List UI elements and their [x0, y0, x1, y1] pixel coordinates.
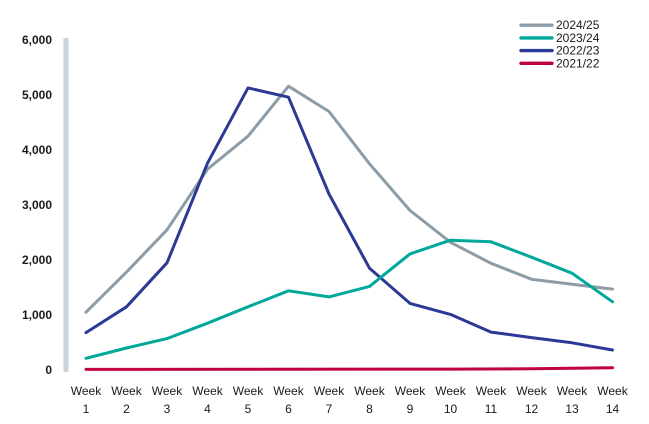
svg-text:3,000: 3,000: [22, 198, 52, 212]
svg-text:2023/24: 2023/24: [556, 31, 600, 45]
svg-text:2,000: 2,000: [22, 253, 52, 267]
svg-text:4,000: 4,000: [22, 143, 52, 157]
svg-text:2021/22: 2021/22: [556, 56, 600, 70]
svg-text:0: 0: [45, 363, 52, 377]
svg-text:2022/23: 2022/23: [556, 44, 600, 58]
svg-text:1,000: 1,000: [22, 308, 52, 322]
svg-text:2024/25: 2024/25: [556, 18, 600, 32]
svg-text:5,000: 5,000: [22, 88, 52, 102]
svg-text:6,000: 6,000: [22, 33, 52, 47]
